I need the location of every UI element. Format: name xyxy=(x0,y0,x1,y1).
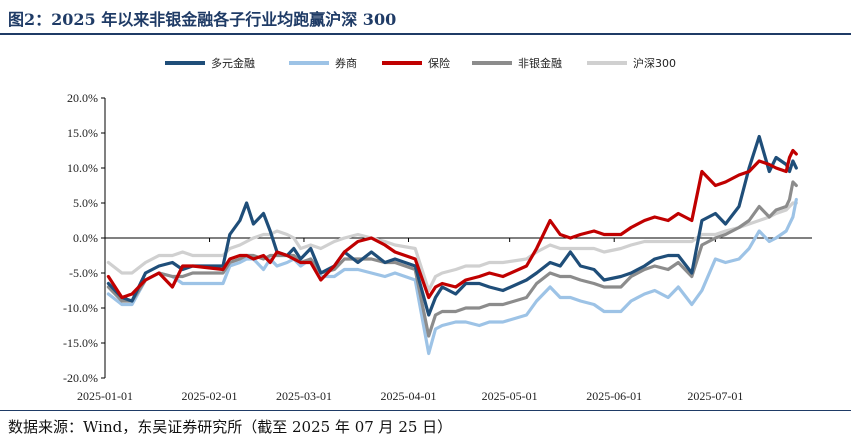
legend-item: 券商 xyxy=(289,56,357,70)
legend-item: 保险 xyxy=(382,56,450,70)
legend-item: 多元金融 xyxy=(165,56,255,70)
x-tick-label: 2025-04-01 xyxy=(380,389,436,403)
x-tick-label: 2025-03-01 xyxy=(276,389,332,403)
y-tick-label: -15.0% xyxy=(63,336,98,350)
y-tick-label: -10.0% xyxy=(63,301,98,315)
chart-legend: 多元金融 券商 保险 非银金融 沪深300 xyxy=(165,56,676,70)
legend-label: 非银金融 xyxy=(518,56,562,70)
legend-item: 沪深300 xyxy=(587,56,676,70)
chart-series xyxy=(106,134,798,356)
legend-label: 多元金融 xyxy=(211,56,255,70)
title-divider xyxy=(0,33,851,35)
series-line-0 xyxy=(106,134,798,317)
y-tick-label: 10.0% xyxy=(67,161,98,175)
chart-axes: 20.0% 15.0% 10.0% 5.0% 0.0% -5.0% -10.0% -15.0%… xyxy=(63,91,812,403)
x-tick-label: 2025-02-01 xyxy=(182,389,238,403)
x-tick-label: 2025-01-01 xyxy=(77,389,133,403)
legend-item: 非银金融 xyxy=(472,56,562,70)
legend-label: 沪深300 xyxy=(633,56,676,70)
y-tick-label: 20.0% xyxy=(67,91,98,105)
series-line-1 xyxy=(106,197,798,356)
y-tick-label: -5.0% xyxy=(69,266,98,280)
x-tick-label: 2025-07-01 xyxy=(687,389,743,403)
y-tick-label: 5.0% xyxy=(73,196,98,210)
series-line-3 xyxy=(106,180,798,338)
line-chart: 多元金融 券商 保险 非银金融 沪深300 20.0% 15.0% 10.0% 5.0% 0.0… xyxy=(63,56,812,403)
footer-divider xyxy=(0,410,851,411)
series-line-2 xyxy=(106,148,798,300)
figure-title: 图2：2025 年以来非银金融各子行业均跑赢沪深 300 xyxy=(8,10,397,29)
y-tick-label: 0.0% xyxy=(73,231,98,245)
data-source-note: 数据来源：Wind，东吴证券研究所（截至 2025 年 07 月 25 日） xyxy=(8,418,453,436)
y-tick-label: -20.0% xyxy=(63,371,98,385)
legend-label: 保险 xyxy=(428,56,450,70)
series-line-4 xyxy=(106,201,798,293)
y-tick-label: 15.0% xyxy=(67,126,98,140)
x-tick-label: 2025-05-01 xyxy=(482,389,538,403)
legend-label: 券商 xyxy=(335,56,357,70)
x-tick-label: 2025-06-01 xyxy=(586,389,642,403)
